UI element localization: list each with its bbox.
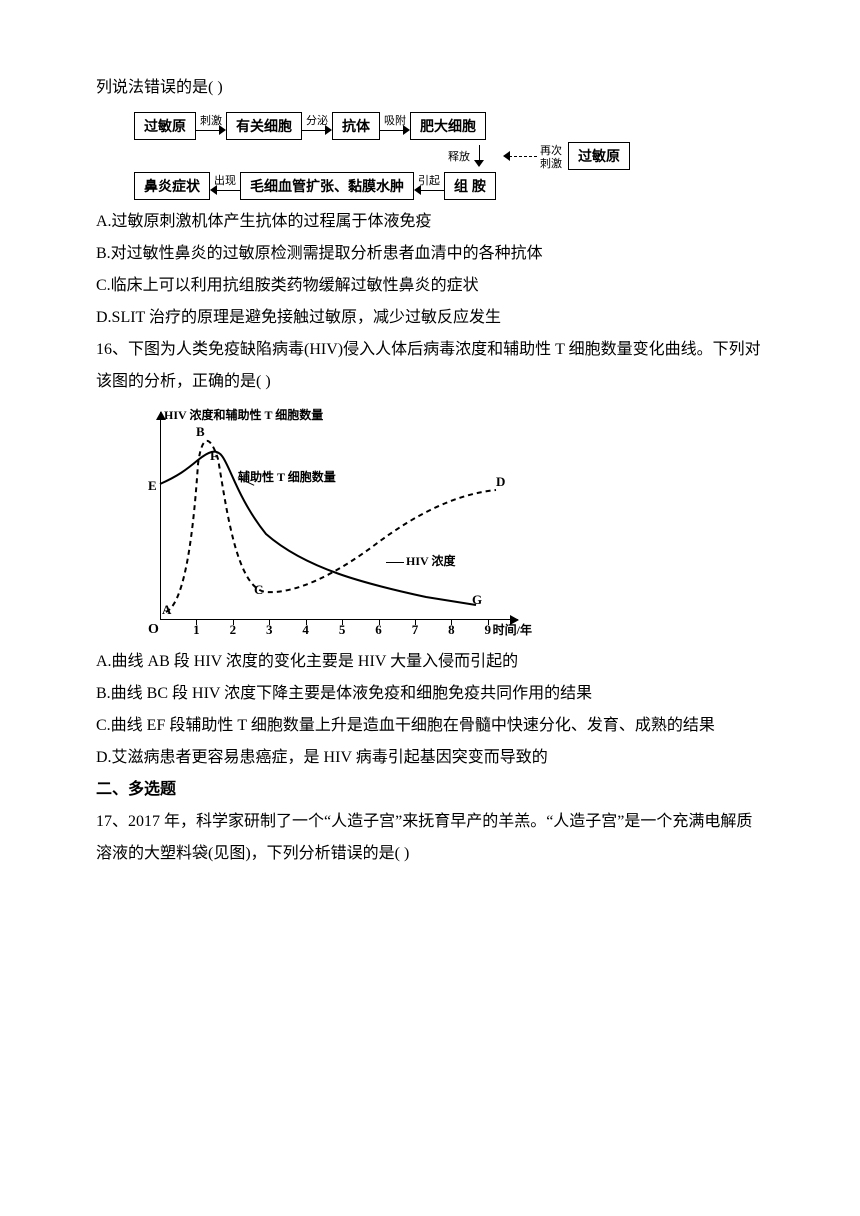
q15-option-b: B.对过敏性鼻炎的过敏原检测需提取分析患者血清中的各种抗体 <box>96 238 764 270</box>
q15-option-d: D.SLIT 治疗的原理是避免接触过敏原，减少过敏反应发生 <box>96 302 764 334</box>
q15-flow-diagram: 过敏原 刺激 有关细胞 分泌 抗体 吸附 肥大细胞 释放 再次 刺激 过敏原 鼻… <box>134 112 764 200</box>
point-F: F <box>210 448 218 464</box>
box-antibody: 抗体 <box>332 112 380 140</box>
q15-stem-trail: 列说法错误的是( ) <box>96 72 764 104</box>
q16-option-a: A.曲线 AB 段 HIV 浓度的变化主要是 HIV 大量入侵而引起的 <box>96 646 764 678</box>
x-tick: 2 <box>230 622 237 638</box>
x-tick: 4 <box>302 622 309 638</box>
point-C: C <box>254 582 263 598</box>
arrow-cause: 引起 <box>414 176 444 196</box>
arrow-secrete: 分泌 <box>302 116 332 136</box>
flow-row-1: 过敏原 刺激 有关细胞 分泌 抗体 吸附 肥大细胞 <box>134 112 764 140</box>
arrow-attach: 吸附 <box>380 116 410 136</box>
q17-stem: 17、2017 年，科学家研制了一个“人造子宫”来抚育早产的羊羔。“人造子宫”是… <box>96 806 764 870</box>
box-capillary: 毛细血管扩张、黏膜水肿 <box>240 172 414 200</box>
box-rhinitis: 鼻炎症状 <box>134 172 210 200</box>
point-E: E <box>148 478 157 494</box>
box-mast: 肥大细胞 <box>410 112 486 140</box>
point-A: A <box>162 602 171 618</box>
x-tick: 9 <box>485 622 492 638</box>
curve-hiv <box>166 441 496 612</box>
x-tick: 6 <box>375 622 382 638</box>
q16-option-b: B.曲线 BC 段 HIV 浓度下降主要是体液免疫和细胞免疫共同作用的结果 <box>96 678 764 710</box>
x-tick: 7 <box>412 622 419 638</box>
q16-stem: 16、下图为人类免疫缺陷病毒(HIV)侵入人体后病毒浓度和辅助性 T 细胞数量变… <box>96 334 764 398</box>
x-tick: 3 <box>266 622 273 638</box>
box-cells: 有关细胞 <box>226 112 302 140</box>
box-allergen: 过敏原 <box>134 112 196 140</box>
x-tick: 8 <box>448 622 455 638</box>
x-tick: 1 <box>193 622 200 638</box>
arrow-stimulate: 刺激 <box>196 116 226 136</box>
flow-row-3: 鼻炎症状 出现 毛细血管扩张、黏膜水肿 引起 组 胺 <box>134 172 764 200</box>
arrow-appear: 出现 <box>210 176 240 196</box>
section-2-heading: 二、多选题 <box>96 774 764 806</box>
q16-chart: O HIV 浓度和辅助性 T 细胞数量 时间/年 A B C D E F G 辅… <box>126 404 526 644</box>
point-D: D <box>496 474 505 490</box>
arrow-release: 释放 <box>448 145 485 167</box>
q16-option-c: C.曲线 EF 段辅助性 T 细胞数量上升是造血干细胞在骨髓中快速分化、发育、成… <box>96 710 764 742</box>
arrow-restim: 再次 刺激 <box>503 145 562 166</box>
point-G: G <box>472 592 482 608</box>
q16-option-d: D.艾滋病患者更容易患癌症，是 HIV 病毒引起基因突变而导致的 <box>96 742 764 774</box>
q15-option-a: A.过敏原刺激机体产生抗体的过程属于体液免疫 <box>96 206 764 238</box>
box-allergen2: 过敏原 <box>568 142 630 170</box>
x-tick: 5 <box>339 622 346 638</box>
chart-svg <box>126 404 526 644</box>
point-B: B <box>196 424 205 440</box>
curve-label-t: 辅助性 T 细胞数量 <box>238 468 336 485</box>
q15-option-c: C.临床上可以利用抗组胺类药物缓解过敏性鼻炎的症状 <box>96 270 764 302</box>
curve-label-hiv: HIV 浓度 <box>386 552 455 569</box>
flow-row-2: 释放 再次 刺激 过敏原 <box>134 142 630 170</box>
box-histamine: 组 胺 <box>444 172 496 200</box>
